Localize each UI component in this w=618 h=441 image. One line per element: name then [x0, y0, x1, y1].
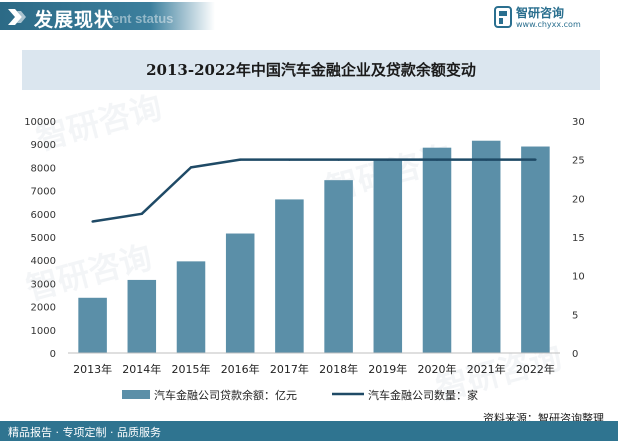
- section-subtitle: ent status: [112, 11, 174, 26]
- brand-name: 智研咨询: [516, 6, 565, 20]
- bar-9: [521, 146, 550, 353]
- x-tick-4: 2017年: [270, 362, 309, 376]
- line-point-0: [91, 220, 94, 223]
- chart-title: 2013-2022年中国汽车金融企业及贷款余额变动: [146, 61, 476, 79]
- x-tick-1: 2014年: [122, 362, 161, 376]
- line-point-6: [386, 158, 389, 161]
- y-right-tick-6: 30: [572, 117, 585, 128]
- line-point-8: [485, 158, 488, 161]
- y-left-tick-6: 6000: [31, 210, 56, 221]
- y-left-tick-10: 10000: [24, 117, 56, 128]
- y-right-tick-0: 0: [572, 349, 578, 360]
- y-left-tick-3: 3000: [31, 279, 56, 290]
- y-right-tick-4: 20: [572, 194, 585, 205]
- y-left-tick-5: 5000: [31, 233, 56, 244]
- line-series: [92, 158, 536, 223]
- bar-8: [471, 140, 501, 353]
- y-left-tick-4: 4000: [31, 256, 56, 267]
- bar-3: [225, 233, 255, 353]
- line-point-4: [288, 158, 291, 161]
- legend-line-label: 汽车金融公司数量：家: [368, 388, 478, 402]
- line-point-5: [337, 158, 340, 161]
- header-bar: ent status 发展现状 智研咨询 www.chyxx.com: [0, 0, 618, 34]
- y-left-tick-9: 9000: [31, 140, 56, 151]
- y-right-tick-1: 5: [572, 310, 578, 321]
- x-tick-3: 2016年: [221, 362, 260, 376]
- legend-bar-swatch: [122, 390, 150, 399]
- bar-2: [176, 261, 206, 353]
- x-tick-7: 2020年: [418, 362, 457, 376]
- x-tick-6: 2019年: [368, 362, 407, 376]
- section-title: 发展现状: [34, 9, 115, 31]
- y-left-tick-8: 8000: [31, 163, 56, 174]
- x-tick-8: 2021年: [467, 362, 506, 376]
- x-tick-0: 2013年: [73, 362, 112, 376]
- bar-7: [422, 147, 452, 353]
- section-tag: ent status 发展现状: [0, 2, 215, 31]
- y-right-tick-3: 15: [572, 233, 585, 244]
- y-left-tick-2: 2000: [31, 303, 56, 314]
- line-point-2: [189, 166, 193, 169]
- y-right-tick-5: 25: [572, 156, 585, 167]
- footer-slogan: 精品报告 · 专项定制 · 品质服务: [8, 426, 161, 439]
- bar-0: [78, 297, 107, 353]
- y-left-tick-7: 7000: [31, 187, 56, 198]
- x-tick-5: 2018年: [319, 362, 358, 376]
- x-tick-2: 2015年: [172, 362, 211, 376]
- brand-logo-icon: [494, 6, 512, 28]
- chart-title-bar: 2013-2022年中国汽车金融企业及贷款余额变动: [22, 50, 600, 90]
- legend-bar-label: 汽车金融公司贷款余额：亿元: [154, 388, 297, 402]
- line-point-1: [140, 212, 143, 215]
- bar-1: [127, 279, 157, 353]
- y-right-tick-2: 10: [572, 272, 585, 283]
- chevron-icon: [8, 9, 26, 25]
- bar-5: [324, 180, 353, 353]
- line-point-7: [435, 158, 439, 161]
- brand: 智研咨询 www.chyxx.com: [494, 4, 604, 34]
- line-point-9: [534, 158, 537, 161]
- footer-band: [0, 421, 618, 441]
- bar-4: [275, 199, 304, 353]
- y-left-tick-0: 0: [50, 349, 56, 360]
- x-tick-9: 2022年: [516, 362, 555, 376]
- bar-6: [373, 159, 403, 353]
- y-left-tick-1: 1000: [31, 326, 56, 337]
- line-point-3: [239, 158, 242, 161]
- brand-url: www.chyxx.com: [516, 20, 581, 29]
